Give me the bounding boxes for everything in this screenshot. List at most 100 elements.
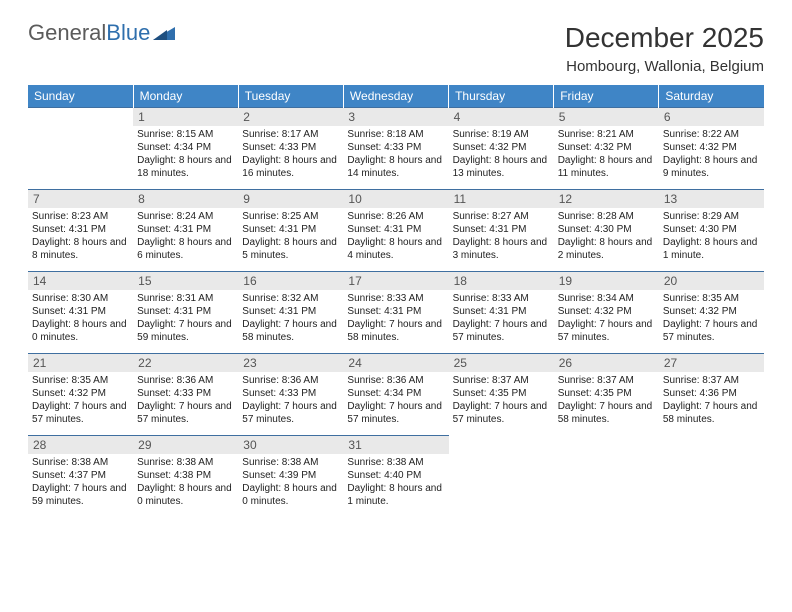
- sunrise-text: Sunrise: 8:33 AM: [453, 292, 550, 305]
- sunset-text: Sunset: 4:32 PM: [558, 141, 655, 154]
- sunset-text: Sunset: 4:35 PM: [453, 387, 550, 400]
- sunrise-text: Sunrise: 8:37 AM: [453, 374, 550, 387]
- sunset-text: Sunset: 4:31 PM: [242, 305, 339, 318]
- daylight-text: Daylight: 7 hours and 57 minutes.: [137, 400, 234, 426]
- day-detail: Sunrise: 8:22 AMSunset: 4:32 PMDaylight:…: [659, 126, 764, 183]
- calendar-day-cell: 12Sunrise: 8:28 AMSunset: 4:30 PMDayligh…: [554, 190, 659, 272]
- sunrise-text: Sunrise: 8:29 AM: [663, 210, 760, 223]
- sunrise-text: Sunrise: 8:26 AM: [347, 210, 444, 223]
- day-number: 23: [238, 354, 343, 372]
- sunrise-text: Sunrise: 8:36 AM: [347, 374, 444, 387]
- weekday-header: Tuesday: [238, 85, 343, 108]
- sunset-text: Sunset: 4:37 PM: [32, 469, 129, 482]
- day-number: 22: [133, 354, 238, 372]
- sunset-text: Sunset: 4:31 PM: [242, 223, 339, 236]
- calendar-day-cell: 1Sunrise: 8:15 AMSunset: 4:34 PMDaylight…: [133, 108, 238, 190]
- sunrise-text: Sunrise: 8:31 AM: [137, 292, 234, 305]
- sunrise-text: Sunrise: 8:34 AM: [558, 292, 655, 305]
- calendar-day-cell: [554, 436, 659, 518]
- day-detail: Sunrise: 8:18 AMSunset: 4:33 PMDaylight:…: [343, 126, 448, 183]
- daylight-text: Daylight: 7 hours and 57 minutes.: [32, 400, 129, 426]
- day-detail: Sunrise: 8:36 AMSunset: 4:33 PMDaylight:…: [238, 372, 343, 429]
- day-detail: Sunrise: 8:30 AMSunset: 4:31 PMDaylight:…: [28, 290, 133, 347]
- day-detail: Sunrise: 8:19 AMSunset: 4:32 PMDaylight:…: [449, 126, 554, 183]
- weekday-header: Saturday: [659, 85, 764, 108]
- calendar-day-cell: 14Sunrise: 8:30 AMSunset: 4:31 PMDayligh…: [28, 272, 133, 354]
- calendar-day-cell: 24Sunrise: 8:36 AMSunset: 4:34 PMDayligh…: [343, 354, 448, 436]
- sunset-text: Sunset: 4:32 PM: [558, 305, 655, 318]
- sunset-text: Sunset: 4:39 PM: [242, 469, 339, 482]
- day-detail: Sunrise: 8:15 AMSunset: 4:34 PMDaylight:…: [133, 126, 238, 183]
- calendar-day-cell: 9Sunrise: 8:25 AMSunset: 4:31 PMDaylight…: [238, 190, 343, 272]
- day-detail: Sunrise: 8:37 AMSunset: 4:36 PMDaylight:…: [659, 372, 764, 429]
- calendar-body: 1Sunrise: 8:15 AMSunset: 4:34 PMDaylight…: [28, 108, 764, 518]
- calendar-table: SundayMondayTuesdayWednesdayThursdayFrid…: [28, 85, 764, 518]
- calendar-day-cell: [449, 436, 554, 518]
- calendar-day-cell: 18Sunrise: 8:33 AMSunset: 4:31 PMDayligh…: [449, 272, 554, 354]
- daylight-text: Daylight: 8 hours and 6 minutes.: [137, 236, 234, 262]
- sunrise-text: Sunrise: 8:15 AM: [137, 128, 234, 141]
- day-detail: Sunrise: 8:23 AMSunset: 4:31 PMDaylight:…: [28, 208, 133, 265]
- sunset-text: Sunset: 4:31 PM: [137, 223, 234, 236]
- location-label: Hombourg, Wallonia, Belgium: [565, 58, 764, 75]
- sunset-text: Sunset: 4:31 PM: [32, 223, 129, 236]
- calendar-header-row: SundayMondayTuesdayWednesdayThursdayFrid…: [28, 85, 764, 108]
- calendar-day-cell: [659, 436, 764, 518]
- sunset-text: Sunset: 4:31 PM: [347, 305, 444, 318]
- weekday-header: Thursday: [449, 85, 554, 108]
- day-number: 5: [554, 108, 659, 126]
- day-number: 12: [554, 190, 659, 208]
- sunset-text: Sunset: 4:36 PM: [663, 387, 760, 400]
- calendar-week-row: 7Sunrise: 8:23 AMSunset: 4:31 PMDaylight…: [28, 190, 764, 272]
- sunset-text: Sunset: 4:40 PM: [347, 469, 444, 482]
- day-detail: Sunrise: 8:37 AMSunset: 4:35 PMDaylight:…: [449, 372, 554, 429]
- logo-text-blue: Blue: [106, 22, 150, 44]
- calendar-day-cell: 10Sunrise: 8:26 AMSunset: 4:31 PMDayligh…: [343, 190, 448, 272]
- sunrise-text: Sunrise: 8:38 AM: [32, 456, 129, 469]
- calendar-day-cell: 5Sunrise: 8:21 AMSunset: 4:32 PMDaylight…: [554, 108, 659, 190]
- sunrise-text: Sunrise: 8:38 AM: [137, 456, 234, 469]
- day-number: 7: [28, 190, 133, 208]
- day-detail: Sunrise: 8:29 AMSunset: 4:30 PMDaylight:…: [659, 208, 764, 265]
- day-number: 25: [449, 354, 554, 372]
- daylight-text: Daylight: 8 hours and 0 minutes.: [32, 318, 129, 344]
- sunrise-text: Sunrise: 8:33 AM: [347, 292, 444, 305]
- calendar-day-cell: 27Sunrise: 8:37 AMSunset: 4:36 PMDayligh…: [659, 354, 764, 436]
- calendar-day-cell: 15Sunrise: 8:31 AMSunset: 4:31 PMDayligh…: [133, 272, 238, 354]
- day-detail: Sunrise: 8:36 AMSunset: 4:33 PMDaylight:…: [133, 372, 238, 429]
- day-number: 14: [28, 272, 133, 290]
- calendar-day-cell: 17Sunrise: 8:33 AMSunset: 4:31 PMDayligh…: [343, 272, 448, 354]
- calendar-week-row: 1Sunrise: 8:15 AMSunset: 4:34 PMDaylight…: [28, 108, 764, 190]
- daylight-text: Daylight: 7 hours and 58 minutes.: [663, 400, 760, 426]
- daylight-text: Daylight: 7 hours and 58 minutes.: [242, 318, 339, 344]
- weekday-header: Monday: [133, 85, 238, 108]
- weekday-header: Friday: [554, 85, 659, 108]
- daylight-text: Daylight: 8 hours and 1 minute.: [347, 482, 444, 508]
- daylight-text: Daylight: 7 hours and 57 minutes.: [242, 400, 339, 426]
- calendar-week-row: 21Sunrise: 8:35 AMSunset: 4:32 PMDayligh…: [28, 354, 764, 436]
- day-number: 29: [133, 436, 238, 454]
- calendar-day-cell: 6Sunrise: 8:22 AMSunset: 4:32 PMDaylight…: [659, 108, 764, 190]
- calendar-day-cell: [28, 108, 133, 190]
- sunset-text: Sunset: 4:38 PM: [137, 469, 234, 482]
- daylight-text: Daylight: 7 hours and 59 minutes.: [32, 482, 129, 508]
- logo: GeneralBlue: [28, 22, 175, 44]
- sunset-text: Sunset: 4:33 PM: [242, 387, 339, 400]
- calendar-day-cell: 3Sunrise: 8:18 AMSunset: 4:33 PMDaylight…: [343, 108, 448, 190]
- day-detail: Sunrise: 8:38 AMSunset: 4:39 PMDaylight:…: [238, 454, 343, 511]
- day-number: 17: [343, 272, 448, 290]
- daylight-text: Daylight: 8 hours and 11 minutes.: [558, 154, 655, 180]
- day-number: 19: [554, 272, 659, 290]
- day-detail: Sunrise: 8:37 AMSunset: 4:35 PMDaylight:…: [554, 372, 659, 429]
- day-detail: Sunrise: 8:38 AMSunset: 4:38 PMDaylight:…: [133, 454, 238, 511]
- sunrise-text: Sunrise: 8:28 AM: [558, 210, 655, 223]
- calendar-day-cell: 29Sunrise: 8:38 AMSunset: 4:38 PMDayligh…: [133, 436, 238, 518]
- sunrise-text: Sunrise: 8:19 AM: [453, 128, 550, 141]
- daylight-text: Daylight: 8 hours and 8 minutes.: [32, 236, 129, 262]
- day-number: 27: [659, 354, 764, 372]
- sunset-text: Sunset: 4:32 PM: [453, 141, 550, 154]
- day-number: 20: [659, 272, 764, 290]
- sunset-text: Sunset: 4:35 PM: [558, 387, 655, 400]
- day-number: 11: [449, 190, 554, 208]
- sunrise-text: Sunrise: 8:38 AM: [347, 456, 444, 469]
